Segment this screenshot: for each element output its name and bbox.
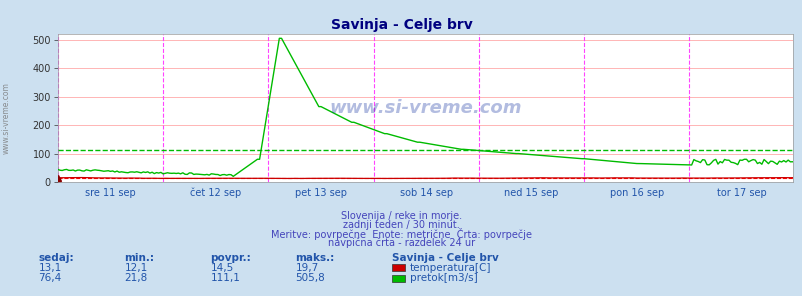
Text: temperatura[C]: temperatura[C] xyxy=(409,263,490,273)
Text: www.si-vreme.com: www.si-vreme.com xyxy=(2,83,11,154)
Text: 505,8: 505,8 xyxy=(295,273,325,283)
Text: maks.:: maks.: xyxy=(295,252,334,263)
Text: pet 13 sep: pet 13 sep xyxy=(294,188,346,198)
Text: min.:: min.: xyxy=(124,252,154,263)
Text: Savinja - Celje brv: Savinja - Celje brv xyxy=(330,18,472,32)
Text: navpična črta - razdelek 24 ur: navpična črta - razdelek 24 ur xyxy=(327,237,475,248)
Text: sre 11 sep: sre 11 sep xyxy=(85,188,136,198)
Text: pon 16 sep: pon 16 sep xyxy=(609,188,663,198)
Text: ned 15 sep: ned 15 sep xyxy=(504,188,558,198)
Text: pretok[m3/s]: pretok[m3/s] xyxy=(409,273,476,283)
Text: 13,1: 13,1 xyxy=(38,263,62,273)
Text: Savinja - Celje brv: Savinja - Celje brv xyxy=(391,252,498,263)
Text: www.si-vreme.com: www.si-vreme.com xyxy=(329,99,520,117)
Text: Meritve: povrpečne  Enote: metrične  Črta: povrpečje: Meritve: povrpečne Enote: metrične Črta:… xyxy=(270,228,532,240)
Text: čet 12 sep: čet 12 sep xyxy=(190,188,241,198)
Text: 111,1: 111,1 xyxy=(210,273,240,283)
Text: 12,1: 12,1 xyxy=(124,263,148,273)
Text: 76,4: 76,4 xyxy=(38,273,62,283)
Text: Slovenija / reke in morje.: Slovenija / reke in morje. xyxy=(341,211,461,221)
Text: 19,7: 19,7 xyxy=(295,263,318,273)
Text: sob 14 sep: sob 14 sep xyxy=(399,188,452,198)
Text: povpr.:: povpr.: xyxy=(210,252,251,263)
Text: tor 17 sep: tor 17 sep xyxy=(716,188,766,198)
Text: sedaj:: sedaj: xyxy=(38,252,74,263)
Text: 21,8: 21,8 xyxy=(124,273,148,283)
Text: zadnji teden / 30 minut.: zadnji teden / 30 minut. xyxy=(342,220,460,230)
Text: 14,5: 14,5 xyxy=(210,263,233,273)
